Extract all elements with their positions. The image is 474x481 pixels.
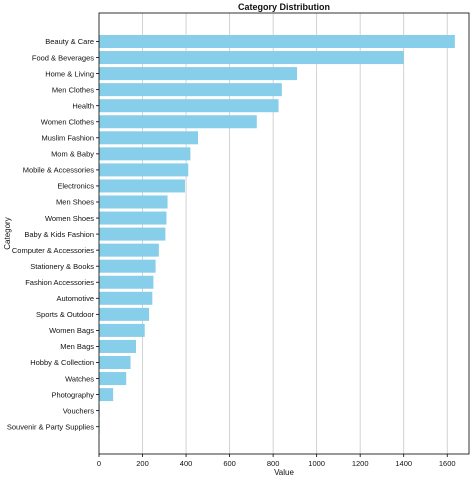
bar-hobby-collection — [99, 356, 131, 369]
bar-sports-outdoor — [99, 307, 150, 321]
y-tick-label: Women Clothes — [41, 117, 94, 126]
x-axis-title: Value — [274, 468, 294, 477]
bar-men-clothes — [99, 83, 282, 97]
x-tick-label: 1200 — [352, 459, 369, 468]
bar-health — [99, 99, 279, 113]
labels: Beauty & Care Food & Beverages Home & Livi… — [3, 2, 456, 477]
y-tick-label: Mobile & Accessories — [23, 166, 95, 175]
x-tick-label: 1000 — [308, 459, 325, 468]
y-tick-label: Stationery & Books — [30, 262, 94, 271]
y-tick-label: Electronics — [57, 182, 94, 191]
bar-men-shoes — [99, 195, 168, 209]
bar-baby-kids-fashion — [99, 227, 166, 241]
x-tick-label: 1600 — [439, 459, 456, 468]
y-tick-label: Automotive — [56, 294, 94, 303]
x-tick-label: 0 — [97, 459, 101, 468]
y-tick-label: Home & Living — [45, 69, 94, 78]
y-tick-label: Beauty & Care — [45, 37, 94, 46]
axes — [96, 12, 470, 457]
plot-frame — [98, 12, 470, 455]
bar-automotive — [99, 291, 153, 305]
bar-mobile-accessories — [99, 163, 189, 177]
y-tick-label: Women Shoes — [45, 214, 94, 223]
bar-electronics — [99, 179, 185, 193]
bar-women-bags — [99, 323, 145, 337]
y-tick-label: Computer & Accessories — [12, 246, 94, 255]
bar-mom-baby — [99, 147, 191, 161]
x-tick-label: 200 — [136, 459, 149, 468]
y-tick-label: Vouchers — [63, 406, 95, 415]
bar-men-bags — [99, 339, 136, 353]
bar-computer-accessories — [99, 243, 159, 257]
y-tick-label: Health — [72, 101, 94, 110]
bar-women-clothes — [99, 115, 257, 129]
bar-stationery-books — [99, 259, 156, 273]
y-axis-title: Category — [3, 217, 12, 249]
y-tick-label: Muslim Fashion — [41, 134, 94, 143]
y-tick-label: Hobby & Collection — [30, 358, 94, 367]
bars — [99, 35, 455, 434]
x-tick-label: 600 — [223, 459, 236, 468]
x-tick-label: 800 — [267, 459, 280, 468]
y-tick-label: Men Shoes — [56, 198, 94, 207]
x-tick-label: 400 — [180, 459, 193, 468]
y-tick-label: Mom & Baby — [51, 150, 94, 159]
bar-fashion-accessories — [99, 275, 154, 289]
y-tick-label: Souvenir & Party Supplies — [7, 422, 94, 431]
y-tick-label: Men Clothes — [52, 85, 94, 94]
bar-muslim-fashion — [99, 131, 199, 145]
bar-photography — [99, 388, 114, 402]
y-tick-label: Photography — [51, 390, 94, 399]
y-tick-label: Women Bags — [49, 326, 94, 335]
bar-home-living — [99, 67, 298, 81]
chart-title: Category Distribution — [238, 2, 330, 12]
y-tick-label: Sports & Outdoor — [36, 310, 94, 319]
x-tick-label: 1400 — [395, 459, 412, 468]
y-tick-label: Food & Beverages — [32, 53, 94, 62]
y-tick-label: Fashion Accessories — [25, 278, 94, 287]
bar-beauty-care — [99, 35, 455, 48]
bar-food-beverages — [99, 51, 404, 65]
y-tick-label: Watches — [65, 374, 94, 383]
bar-women-shoes — [99, 211, 167, 225]
bar-watches — [99, 372, 127, 386]
y-tick-label: Baby & Kids Fashion — [24, 230, 94, 239]
y-tick-label: Men Bags — [60, 342, 94, 351]
